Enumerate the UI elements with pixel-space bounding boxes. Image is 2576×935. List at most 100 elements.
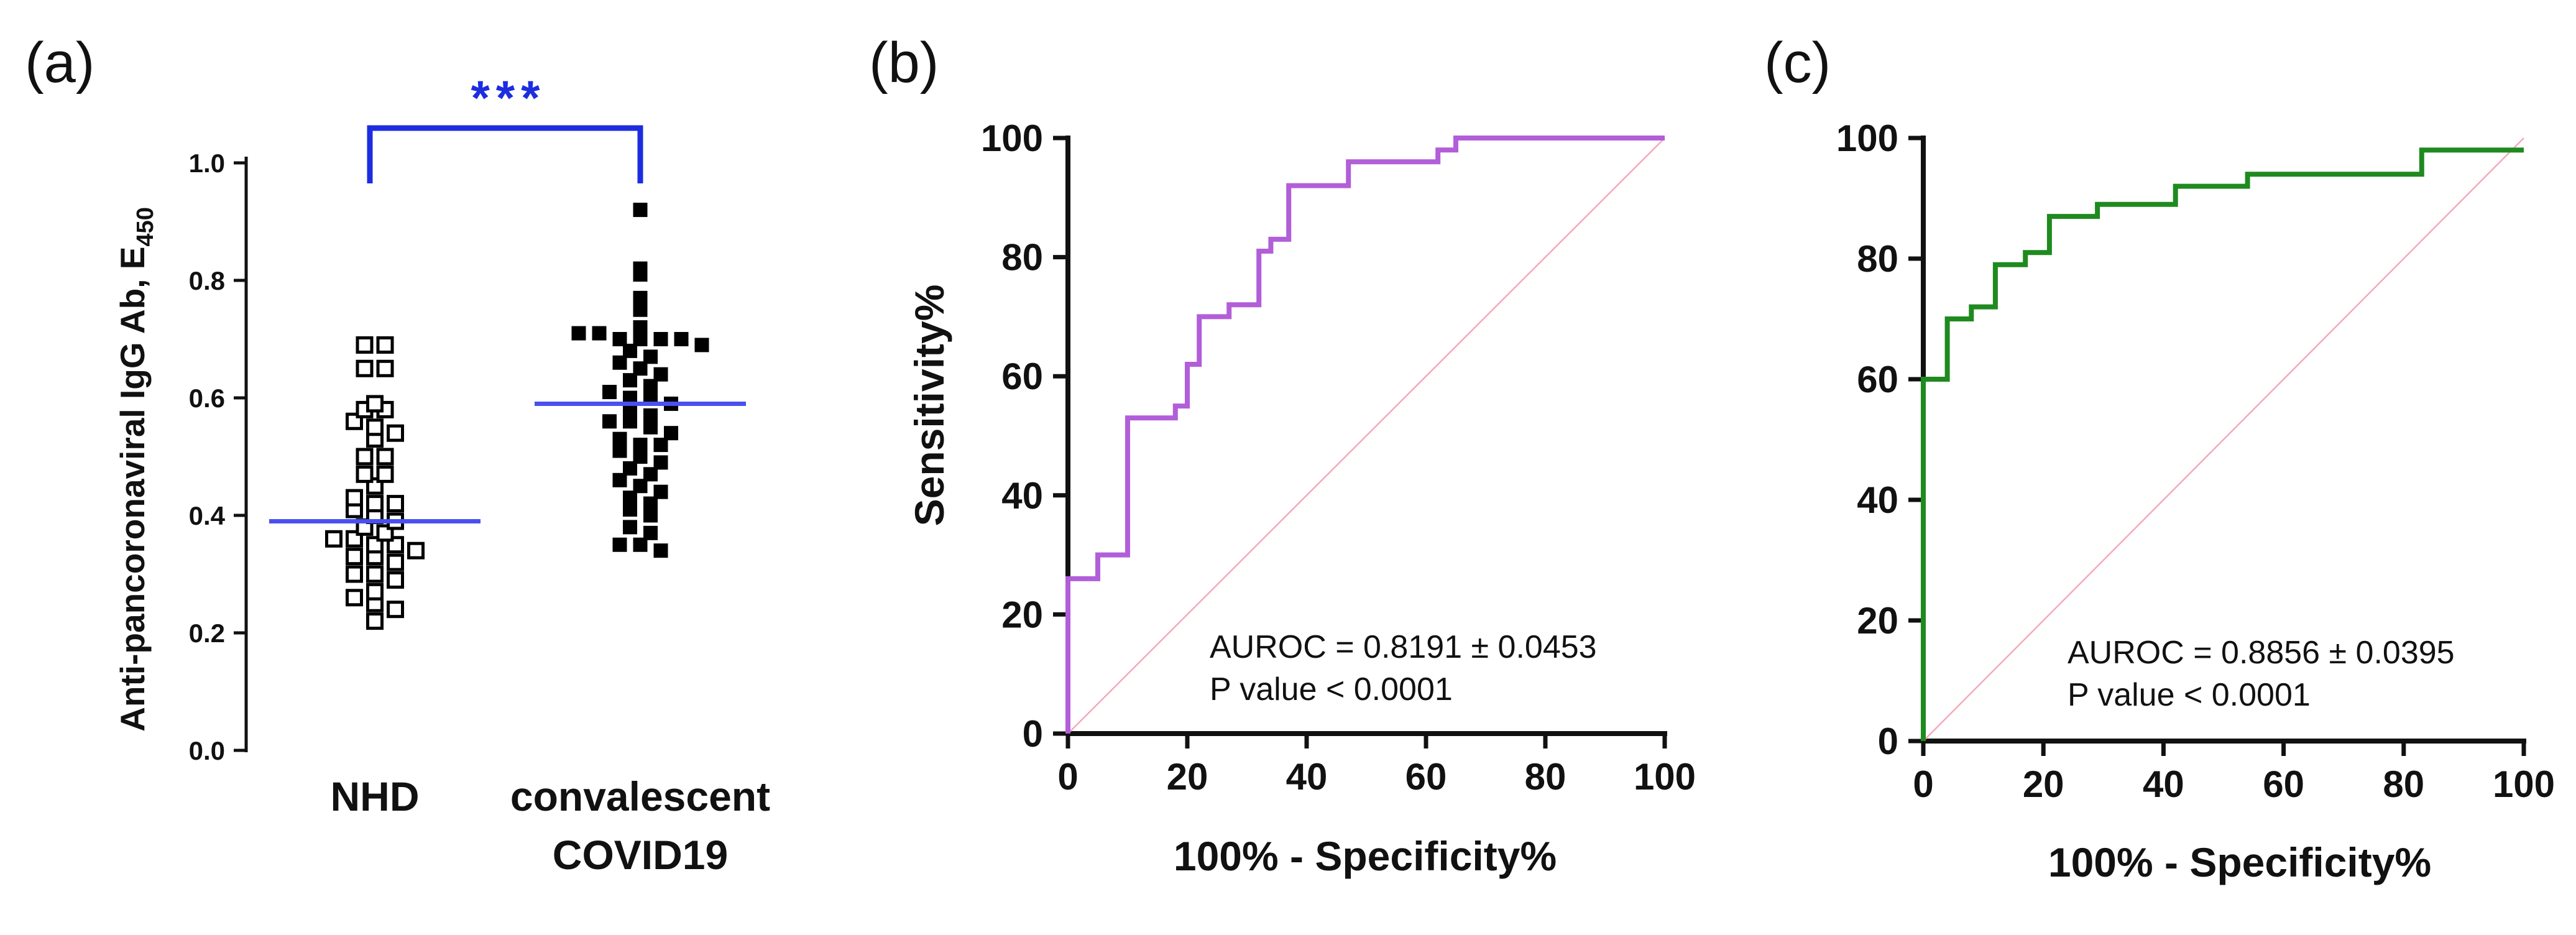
covid-data-point [633,438,648,453]
panel-a-category-covid-line1: convalescent [510,773,770,819]
nhd-data-point [356,448,374,466]
nhd-data-point [387,571,404,589]
covid-data-point [612,537,627,552]
panel-a-y-tick-label: 0.4 [189,501,226,530]
panel-c-plot: 00 20 20 40 40 60 60 80 80 100 100 [1836,117,2555,805]
reference-diagonal [1923,137,2524,742]
x-tick-label: 40 [1286,756,1328,798]
covid-data-point [623,491,637,505]
covid-data-point [653,543,668,558]
covid-data-point [623,402,637,417]
nhd-data-point [376,448,394,466]
panel-a-y-ticks: 0.0 0.2 0.4 0.6 0.8 1.0 [189,149,246,765]
covid-data-point [643,390,658,405]
covid-data-point [623,502,637,517]
panel-c-annotation-pvalue: P value < 0.0001 [2068,677,2311,713]
panel-a-y-tick-label: 0.8 [189,266,225,295]
covid-data-point [633,320,648,335]
panel-c-xlabel: 100% - Specificity% [2048,839,2431,885]
covid-data-point [633,261,648,276]
roc-curve [1921,147,2524,741]
covid-data-point [633,302,648,317]
covid-data-point [592,326,607,341]
nhd-data-point [387,424,404,442]
covid-data-point [653,484,668,499]
nhd-data-point [376,359,394,377]
reference-diagonal [1067,137,1665,734]
panel-a-label: (a) [25,31,94,94]
covid-data-point [602,385,617,400]
nhd-data-point [387,553,404,571]
covid-data-point [643,420,658,435]
covid-data-point [633,332,648,346]
y-tick-label: 60 [1857,359,1898,400]
nhd-data-point [387,495,404,513]
panel-b-annotation-auroc: AUROC = 0.8191 ± 0.0453 [1210,629,1597,665]
x-tick-label: 20 [2023,763,2064,805]
covid-data-point [633,479,648,494]
x-tick-label: 100 [1634,756,1696,798]
covid-data-point [612,355,627,370]
covid-data-point [571,326,586,341]
nhd-data-point [325,530,343,548]
covid-data-point [623,520,637,535]
x-tick-label: 80 [2383,763,2424,805]
y-tick-label: 0 [1878,721,1898,762]
nhd-data-point [366,583,384,601]
covid-data-point [674,332,689,346]
covid-data-point [623,373,637,388]
panel-a-category-nhd: NHD [331,773,420,819]
x-tick-label: 40 [2143,763,2184,805]
covid-data-point [653,367,668,382]
covid-data-point [612,443,627,458]
x-tick-label: 20 [1167,756,1208,798]
nhd-data-point [356,465,374,483]
y-tick-label: 100 [981,117,1043,159]
nhd-data-point [346,548,363,566]
y-tick-label: 100 [1836,117,1898,159]
x-tick-label: 100 [2493,763,2555,805]
panel-b-annotation-pvalue: P value < 0.0001 [1210,671,1453,707]
panel-c-label: (c) [1764,31,1831,94]
covid-data-point [633,449,648,464]
covid-data-point [633,361,648,376]
covid-data-point [653,455,668,470]
panel-a-ylabel: Anti-pancoronaviral IgG Ab, E450 [113,207,159,732]
x-tick-label: 60 [1405,756,1447,798]
y-tick-label: 60 [1001,356,1043,397]
panel-b: (b) Sensitivity% 100% - Specificity% 00 2… [869,31,1696,879]
y-tick-label: 0 [1023,713,1043,755]
panel-a-y-tick-label: 1.0 [189,149,225,178]
panel-a-ylabel-sub: 450 [132,207,159,246]
nhd-data-point [346,565,363,583]
nhd-data-point [366,612,384,630]
covid-data-point [633,290,648,305]
panel-a-points [325,203,709,630]
y-tick-label: 80 [1857,238,1898,280]
nhd-data-point [376,465,394,483]
covid-data-point [643,408,658,423]
nhd-data-point [366,565,384,583]
covid-data-point [643,496,658,511]
covid-data-point [623,414,637,429]
covid-data-point [612,431,627,446]
y-tick-label: 40 [1001,475,1043,517]
covid-data-point [643,508,658,523]
nhd-data-point [366,495,384,513]
covid-data-point [623,390,637,405]
nhd-data-point [356,336,374,354]
covid-data-point [664,426,678,441]
covid-data-point [602,414,617,429]
nhd-data-point [376,336,394,354]
panel-a-means [269,401,746,523]
panel-a-y-tick-label: 0.2 [189,619,225,648]
covid-data-point [623,343,637,358]
panel-b-xlabel: 100% - Specificity% [1174,833,1557,879]
nhd-data-point [346,489,363,507]
x-tick-label: 0 [1913,763,1933,805]
y-tick-label: 80 [1001,237,1043,279]
panel-a: (a) Anti-pancoronaviral IgG Ab, E450 0.0… [25,31,770,878]
y-tick-label: 40 [1857,479,1898,521]
covid-data-point [643,379,658,394]
panel-c-annotation-auroc: AUROC = 0.8856 ± 0.0395 [2068,635,2455,671]
